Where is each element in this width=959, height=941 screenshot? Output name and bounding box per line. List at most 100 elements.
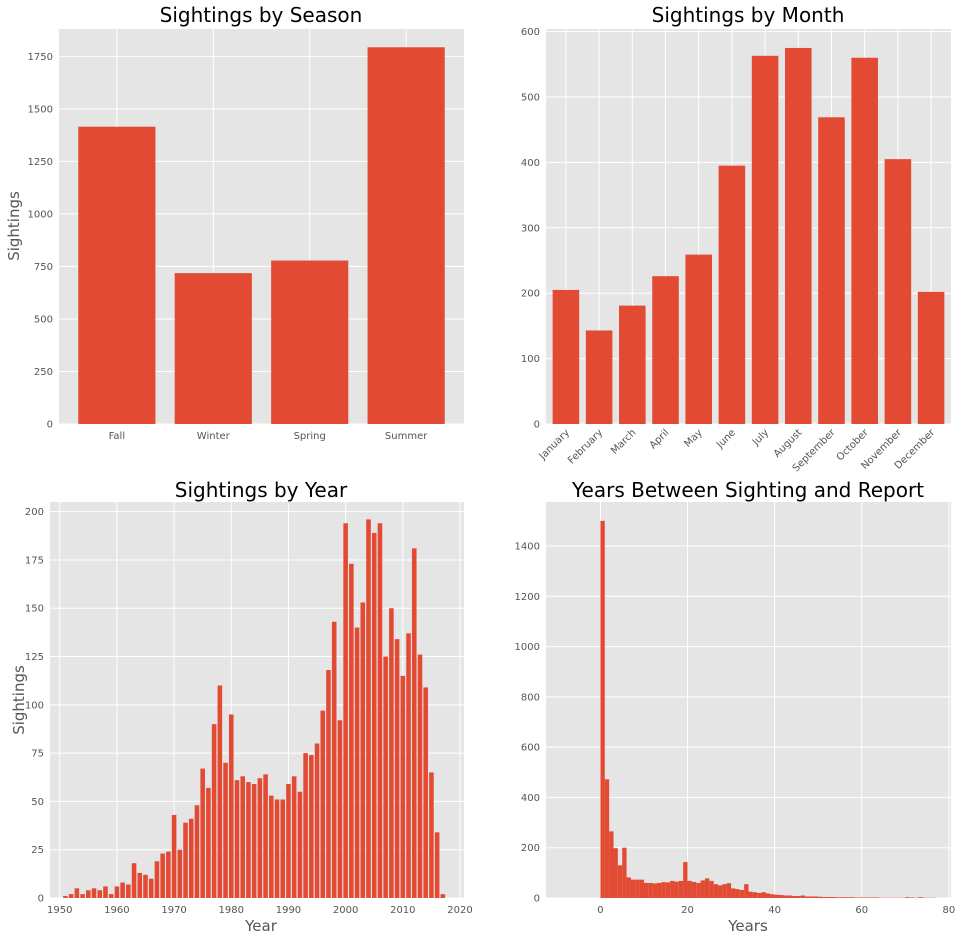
y-tick-label: 125 (25, 652, 44, 663)
histogram-bar (731, 888, 736, 898)
y-tick-label: 600 (521, 27, 540, 38)
x-tick-label: Winter (197, 431, 231, 442)
bar (303, 753, 308, 898)
x-tick-label: 2010 (390, 905, 415, 916)
x-axis-label: Years (727, 917, 768, 935)
bar (251, 784, 257, 898)
x-tick-label: 80 (942, 905, 955, 916)
y-tick-label: 1200 (515, 592, 540, 603)
histogram-bar (813, 896, 819, 898)
histogram-bar (652, 883, 658, 898)
y-tick-label: 175 (25, 555, 44, 566)
y-tick-label: 1250 (28, 157, 53, 168)
histogram-bar (774, 894, 779, 898)
histogram-bar (839, 897, 845, 898)
bar (174, 273, 252, 424)
bar (434, 832, 440, 898)
season-chart: 0 250 500 750 1000 1250 1500 1750 Fall Winter Spri… (5, 3, 464, 442)
histogram-bar (765, 893, 771, 898)
bar (337, 720, 343, 898)
bar (154, 861, 160, 898)
y-tick-label: 400 (521, 158, 540, 169)
y-tick-label: 0 (534, 894, 540, 905)
bars (63, 519, 446, 898)
bar (389, 608, 394, 898)
bar (211, 724, 217, 898)
histogram-bar (809, 896, 814, 898)
bar (331, 621, 337, 898)
histogram-bar (735, 889, 740, 898)
bar (349, 563, 354, 898)
bar (143, 874, 148, 898)
bar (246, 782, 251, 898)
x-tick-label: 1990 (276, 905, 301, 916)
bar (406, 633, 411, 898)
histogram-bar (635, 879, 640, 898)
histogram-bar (787, 895, 793, 898)
histogram-bar (687, 880, 692, 898)
bar (286, 784, 291, 898)
x-tick-label: 2000 (333, 905, 358, 916)
histogram-bar (617, 865, 623, 898)
y-tick-label: 1000 (28, 209, 53, 220)
y-tick-label: 75 (31, 749, 44, 760)
bar (383, 656, 388, 898)
x-tick-label: May (682, 427, 704, 449)
histogram-bar (604, 779, 610, 898)
bar (97, 890, 103, 898)
bar (917, 291, 945, 424)
bar (137, 872, 143, 898)
x-tick-label: 0 (597, 905, 603, 916)
bar (314, 743, 320, 898)
histogram-bar (870, 897, 875, 898)
histogram-bar (822, 896, 827, 898)
y-tick-label: 200 (521, 843, 540, 854)
histogram-bar (848, 897, 854, 898)
chart-title: Sightings by Year (175, 478, 348, 502)
x-tick-label: Spring (294, 431, 326, 442)
y-tick-label: 300 (521, 223, 540, 234)
chart-title: Sightings by Season (160, 3, 363, 27)
histogram-bar (704, 878, 710, 898)
y-tick-label: 500 (34, 314, 53, 325)
bars (78, 47, 445, 425)
bar (228, 714, 234, 898)
histogram-bar (709, 880, 714, 898)
histogram-bar (674, 881, 679, 898)
y-tick-label: 200 (521, 289, 540, 300)
x-tick-label: Summer (385, 431, 428, 442)
bar (411, 548, 417, 898)
bar (326, 670, 331, 898)
bar (160, 853, 165, 898)
bar (166, 851, 171, 898)
bar (194, 805, 200, 898)
bar (223, 762, 228, 898)
y-tick-label: 800 (521, 692, 540, 703)
bar (552, 289, 580, 424)
histogram-bar (657, 882, 662, 898)
bar (360, 602, 366, 898)
histogram-bar (783, 895, 788, 898)
bar (718, 165, 746, 424)
histogram-bar (757, 892, 762, 898)
x-tick-label: 1970 (161, 905, 186, 916)
histogram-bar (818, 896, 823, 898)
year-chart: 0 25 50 75 100 125 150 175 200 1950 1960 1970 1980 19… (10, 478, 473, 935)
y-tick-label: 200 (25, 507, 44, 518)
chart-title: Sightings by Month (652, 3, 845, 27)
histogram-bar (683, 862, 688, 898)
histogram-bar (678, 880, 684, 898)
y-tick-label: 250 (34, 367, 53, 378)
y-tick-label: 600 (521, 743, 540, 754)
y-tick-label: 1750 (28, 52, 53, 63)
bar (74, 888, 80, 898)
bar (91, 888, 97, 898)
x-tick-label: June (714, 427, 738, 451)
histogram-bar (761, 892, 766, 898)
y-axis-label: Sightings (10, 665, 28, 735)
bar (148, 878, 154, 898)
bar (371, 532, 377, 898)
bar (751, 55, 779, 424)
histogram-bar (639, 879, 644, 898)
